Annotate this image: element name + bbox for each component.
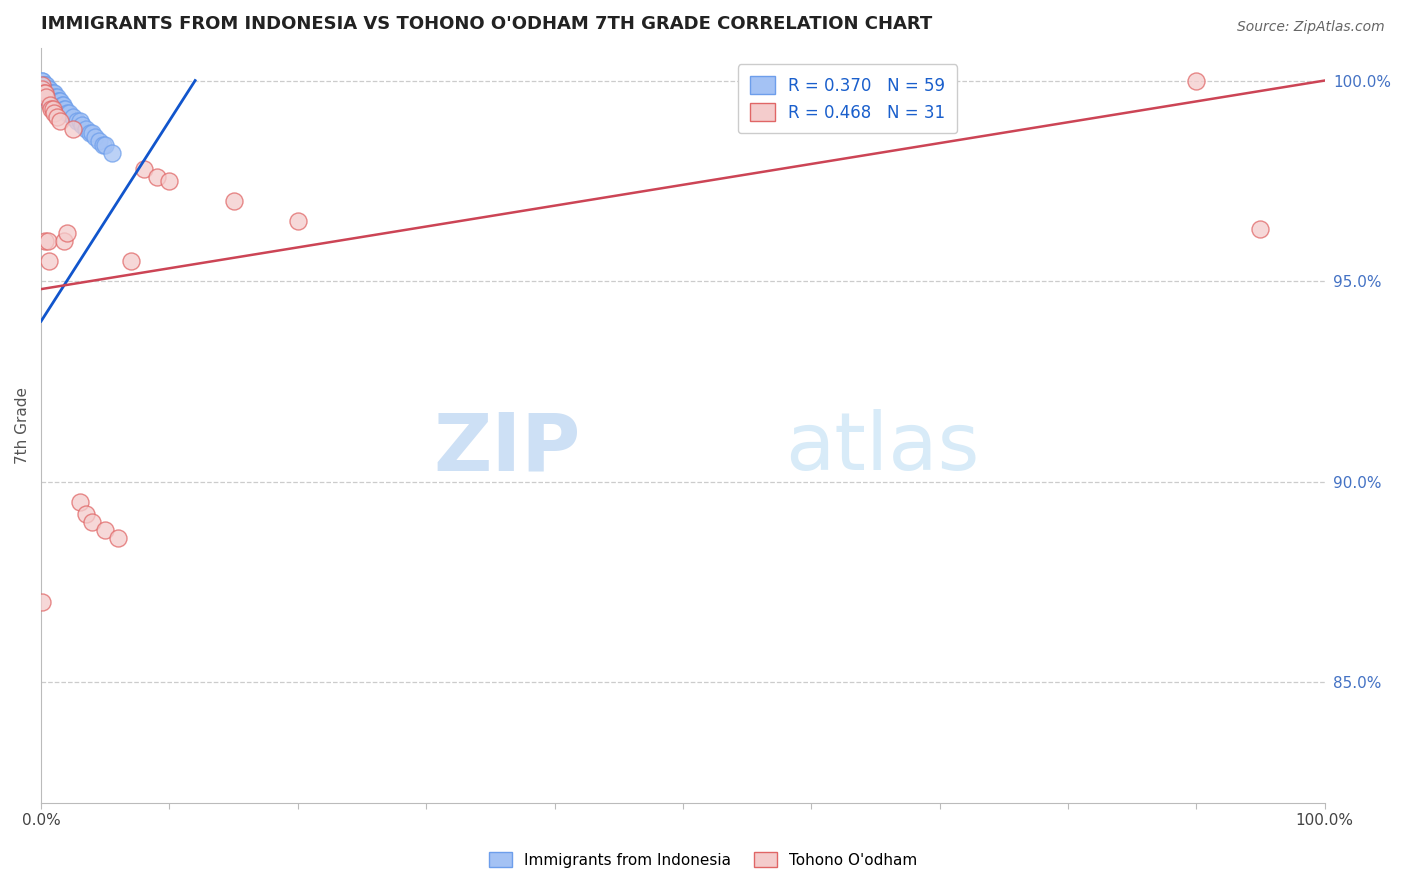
Point (34, 81, 56, 95)
Point (53, 102, 76, 116)
Point (31, 78, 53, 92)
Point (48, 94, 70, 108)
Point (94, 523, 117, 537)
Text: Source: ZipAtlas.com: Source: ZipAtlas.com (1237, 20, 1385, 34)
Point (32, 78, 55, 92)
Point (145, 169, 167, 184)
Point (31, 81, 53, 95)
Point (37, 81, 59, 95)
Point (287, 214, 309, 228)
Point (31, 73, 53, 87)
Point (41, 94, 63, 108)
Point (75, 507, 97, 521)
Point (41, 89, 63, 103)
Point (35, 89, 58, 103)
Point (79, 126, 101, 140)
Point (39, 97, 62, 112)
Point (120, 254, 142, 268)
Point (32, 78, 55, 92)
Point (45, 89, 67, 103)
Legend: R = 0.370   N = 59, R = 0.468   N = 31: R = 0.370 N = 59, R = 0.468 N = 31 (738, 64, 957, 133)
Point (58, 105, 80, 120)
Point (39, 86, 62, 100)
Point (32, 89, 55, 103)
Point (37, 234, 59, 248)
Point (222, 194, 245, 208)
Point (31, 78, 53, 92)
Point (94, 137, 117, 152)
Point (31, 78, 53, 92)
Point (132, 161, 155, 176)
Point (32, 86, 55, 100)
Point (37, 86, 59, 100)
Point (41, 102, 63, 116)
Point (35, 89, 58, 103)
Point (69, 113, 91, 128)
Point (42, 105, 65, 120)
Point (31, 78, 53, 92)
Point (55, 102, 77, 116)
Point (70, 118, 93, 132)
Point (51, 97, 73, 112)
Legend: Immigrants from Indonesia, Tohono O'odham: Immigrants from Indonesia, Tohono O'odha… (482, 846, 924, 873)
Point (31, 81, 53, 95)
Point (31, 73, 53, 87)
Point (42, 86, 65, 100)
Point (38, 81, 60, 95)
Point (53, 234, 76, 248)
Point (35, 86, 58, 100)
Point (45, 110, 67, 124)
Point (44, 89, 66, 103)
Point (49, 113, 72, 128)
Point (31, 86, 53, 100)
Point (82, 126, 104, 140)
Point (62, 121, 84, 136)
Point (34, 89, 56, 103)
Text: atlas: atlas (786, 409, 980, 487)
Point (55, 226, 77, 240)
Point (46, 94, 69, 108)
Point (55, 105, 77, 120)
Point (159, 174, 181, 188)
Point (34, 78, 56, 92)
Point (87, 134, 110, 148)
Point (41, 102, 63, 116)
Point (38, 254, 60, 268)
Point (38, 86, 60, 100)
Point (35, 81, 58, 95)
Point (34, 81, 56, 95)
Point (35, 78, 58, 92)
Point (37, 89, 59, 103)
Text: ZIP: ZIP (433, 409, 581, 487)
Point (32, 86, 55, 100)
Point (1250, 222, 1272, 236)
Point (39, 89, 62, 103)
Point (75, 121, 97, 136)
Y-axis label: 7th Grade: 7th Grade (15, 387, 30, 464)
Point (69, 494, 91, 508)
Point (38, 89, 60, 103)
Point (66, 113, 89, 128)
Point (100, 145, 122, 160)
Point (41, 86, 63, 100)
Point (1185, 73, 1208, 87)
Point (34, 86, 56, 100)
Point (34, 234, 56, 248)
Point (49, 94, 72, 108)
Text: IMMIGRANTS FROM INDONESIA VS TOHONO O'ODHAM 7TH GRADE CORRELATION CHART: IMMIGRANTS FROM INDONESIA VS TOHONO O'OD… (41, 15, 932, 33)
Point (41, 86, 63, 100)
Point (42, 94, 65, 108)
Point (62, 110, 84, 124)
Point (84, 129, 107, 144)
Point (91, 137, 114, 152)
Point (31, 595, 53, 609)
Point (32, 81, 55, 95)
Point (32, 81, 55, 95)
Point (52, 97, 75, 112)
Point (34, 86, 56, 100)
Point (82, 515, 104, 529)
Point (107, 531, 129, 545)
